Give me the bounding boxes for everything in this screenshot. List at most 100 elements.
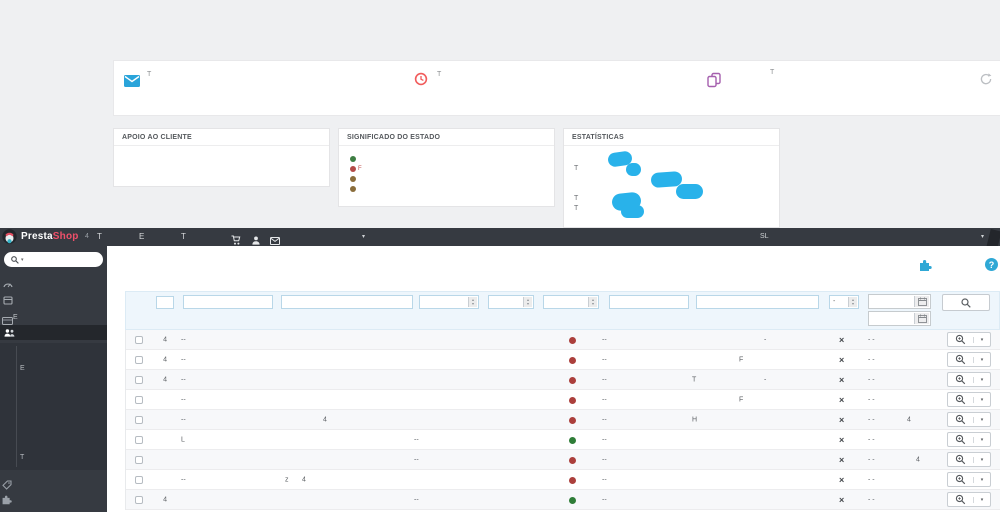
delete-icon[interactable]: × xyxy=(839,374,845,385)
spinner-buttons[interactable]: ▴ ▾ xyxy=(523,297,532,307)
view-button[interactable]: ▾ xyxy=(947,452,991,467)
table-row: -- -- F - - × ▾ xyxy=(126,390,1000,410)
submenu-item[interactable]: T xyxy=(20,454,25,461)
row-checkbox[interactable] xyxy=(135,416,143,424)
row-actions-caret[interactable]: ▾ xyxy=(973,376,990,383)
mail-icon[interactable] xyxy=(270,232,280,250)
filter-search-button[interactable] xyxy=(942,294,990,311)
row-checkbox[interactable] xyxy=(135,336,143,344)
view-button[interactable]: ▾ xyxy=(947,372,991,387)
zoom-in-icon[interactable] xyxy=(948,393,973,406)
row-checkbox[interactable] xyxy=(135,376,143,384)
table-row: L -- -- - - × ▾ xyxy=(126,430,1000,450)
calendar-icon[interactable] xyxy=(914,313,929,324)
chevron-down-icon[interactable]: ▾ xyxy=(362,234,366,240)
envelope-icon[interactable] xyxy=(124,74,140,92)
spinner-buttons[interactable]: ▴ ▾ xyxy=(468,297,477,307)
filter-text-input[interactable] xyxy=(183,295,273,309)
row-checkbox[interactable] xyxy=(135,456,143,464)
dashboard-icon[interactable] xyxy=(3,275,13,293)
cart-icon[interactable] xyxy=(231,232,241,250)
help-button[interactable]: ? xyxy=(985,258,998,271)
filter-date-to[interactable] xyxy=(868,311,931,326)
row-actions-caret[interactable]: ▾ xyxy=(973,456,990,463)
spinner-buttons[interactable]: ▴ ▾ xyxy=(588,297,597,307)
row-checkbox[interactable] xyxy=(135,496,143,504)
toolbar-label: T xyxy=(770,69,775,76)
copy-icon[interactable] xyxy=(706,72,722,93)
chevron-down-icon[interactable]: ▾ xyxy=(981,234,985,240)
view-button[interactable]: ▾ xyxy=(947,492,991,507)
row-actions-caret[interactable]: ▾ xyxy=(973,436,990,443)
row-actions-caret[interactable]: ▾ xyxy=(973,396,990,403)
topbar-item[interactable]: T xyxy=(181,232,186,241)
zoom-in-icon[interactable] xyxy=(948,433,973,446)
delete-icon[interactable]: × xyxy=(839,494,845,505)
delete-icon[interactable]: × xyxy=(839,474,845,485)
row-checkbox[interactable] xyxy=(135,476,143,484)
filter-text-input[interactable] xyxy=(696,295,819,309)
filter-date-from[interactable] xyxy=(868,294,931,309)
sidebar-item-customer-service[interactable] xyxy=(0,325,107,340)
zoom-in-icon[interactable] xyxy=(948,413,973,426)
filter-id-input[interactable] xyxy=(156,296,174,309)
row-actions-caret[interactable]: ▾ xyxy=(973,416,990,423)
catalog-icon[interactable] xyxy=(2,312,13,330)
zoom-in-icon[interactable] xyxy=(948,473,973,486)
row-checkbox[interactable] xyxy=(135,436,143,444)
filter-text-input[interactable] xyxy=(609,295,689,309)
filter-select[interactable]: ▴ ▾ xyxy=(419,295,479,309)
view-button[interactable]: ▾ xyxy=(947,352,991,367)
row-actions-caret[interactable]: ▾ xyxy=(973,356,990,363)
shop-locale[interactable]: SL xyxy=(760,233,769,240)
zoom-in-icon[interactable] xyxy=(948,493,973,506)
clock-icon[interactable] xyxy=(414,72,428,91)
topbar-item[interactable]: E xyxy=(139,232,145,241)
modules-icon[interactable] xyxy=(1,492,12,510)
sidebar-search[interactable]: ▾ xyxy=(4,252,103,267)
orders-icon[interactable] xyxy=(3,292,13,310)
row-checkbox[interactable] xyxy=(135,356,143,364)
stat-highlight-blob xyxy=(621,205,644,218)
view-button[interactable]: ▾ xyxy=(947,332,991,347)
view-button[interactable]: ▾ xyxy=(947,392,991,407)
row-actions-caret[interactable]: ▾ xyxy=(973,496,990,503)
calendar-icon[interactable] xyxy=(914,296,929,307)
row-actions-caret[interactable]: ▾ xyxy=(973,336,990,343)
delete-icon[interactable]: × xyxy=(839,394,845,405)
delete-icon[interactable]: × xyxy=(839,434,845,445)
filter-select[interactable]: ▴ ▾ xyxy=(543,295,599,309)
submenu-item[interactable]: E xyxy=(20,365,25,372)
view-button[interactable]: ▾ xyxy=(947,472,991,487)
brand-name[interactable]: PrestaShop xyxy=(21,231,79,242)
cell-t1: T xyxy=(692,376,697,383)
zoom-in-icon[interactable] xyxy=(948,453,973,466)
filter-select[interactable]: ▴ ▾ xyxy=(488,295,534,309)
row-checkbox[interactable] xyxy=(135,396,143,404)
zoom-in-icon[interactable] xyxy=(948,373,973,386)
cell-ref: -- xyxy=(181,396,186,403)
view-button[interactable]: ▾ xyxy=(947,432,991,447)
sidebar-item-label[interactable]: E xyxy=(13,314,18,321)
stat-row-label: T xyxy=(574,205,579,212)
delete-icon[interactable]: × xyxy=(839,354,845,365)
zoom-in-icon[interactable] xyxy=(948,333,973,346)
delete-icon[interactable]: × xyxy=(839,414,845,425)
puzzle-icon[interactable] xyxy=(918,258,932,277)
row-actions-caret[interactable]: ▾ xyxy=(973,476,990,483)
user-icon[interactable] xyxy=(252,232,260,250)
view-button[interactable]: ▾ xyxy=(947,412,991,427)
refresh-icon[interactable] xyxy=(980,72,992,90)
delete-icon[interactable]: × xyxy=(839,334,845,345)
tag-icon[interactable] xyxy=(2,477,12,495)
spinner-buttons[interactable]: ▴ ▾ xyxy=(848,297,857,307)
filter-text-input[interactable] xyxy=(281,295,413,309)
filter-select[interactable]: - ▴ ▾ xyxy=(829,295,859,309)
zoom-in-icon[interactable] xyxy=(948,353,973,366)
quick-access-toolbar: T T T xyxy=(113,60,1000,116)
main-content: ? ▴ ▾ ▴ ▾ ▴ ▾ - ▴ ▾ 4 -- -- - - - × ▾ 4 -- -- F - - × ▾ 4 --… xyxy=(107,246,1000,512)
cell-d1: - - xyxy=(868,376,875,383)
delete-icon[interactable]: × xyxy=(839,454,845,465)
topbar-item[interactable]: T xyxy=(97,232,102,241)
prestashop-logo[interactable] xyxy=(2,229,17,249)
